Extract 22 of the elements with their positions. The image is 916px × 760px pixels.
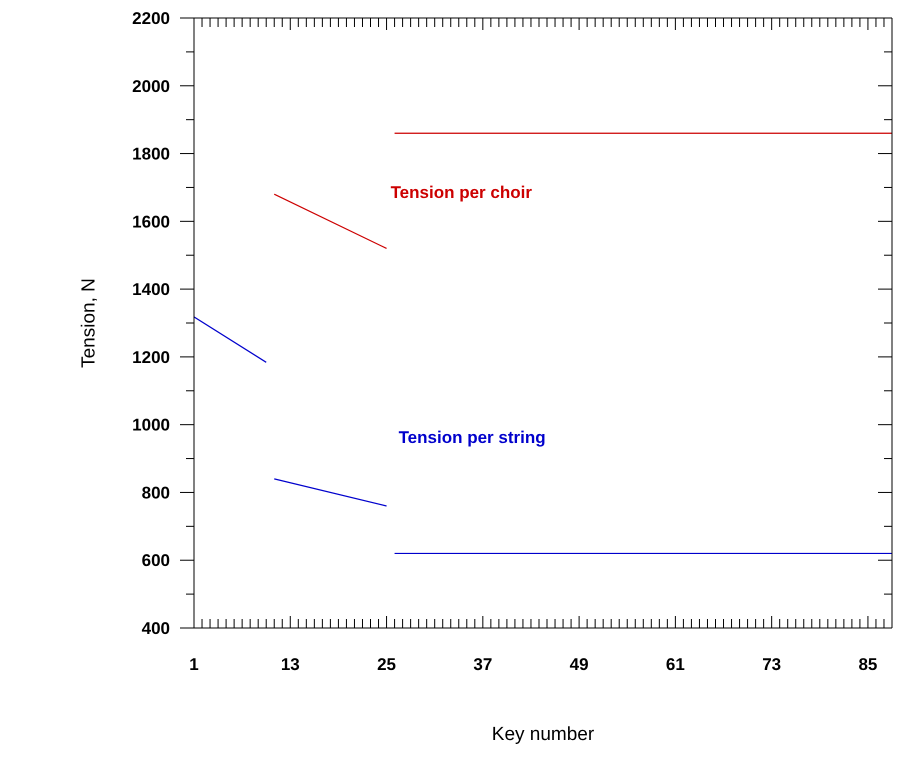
x-tick-label: 13: [280, 655, 300, 674]
x-axis-title: Key number: [492, 724, 595, 745]
y-tick-label: 600: [142, 551, 170, 570]
x-tick-label: 73: [762, 655, 782, 674]
x-tick-label: 1: [189, 655, 199, 674]
text: Tension per string: [398, 428, 546, 448]
y-tick-label: 1200: [132, 348, 170, 367]
y-tick-label: 2200: [132, 9, 170, 28]
x-tick-label: 37: [473, 655, 492, 674]
y-tick-label: 2000: [132, 76, 170, 96]
y-tick-label: 1800: [132, 144, 170, 164]
x-tick-label: 25: [377, 655, 396, 674]
y-tick-label: 1600: [132, 212, 170, 232]
text: Tension per choir: [390, 183, 532, 204]
x-tick-label: 61: [666, 655, 685, 674]
x-tick-label: 49: [570, 655, 589, 674]
y-axis-title: Tension, N: [78, 278, 100, 368]
x-tick-label: 85: [858, 655, 878, 674]
y-tick-label: 1400: [132, 280, 170, 300]
y-tick-label: 800: [142, 483, 170, 502]
y-tick-label: 1000: [132, 416, 170, 435]
y-tick-label: 400: [142, 619, 170, 638]
